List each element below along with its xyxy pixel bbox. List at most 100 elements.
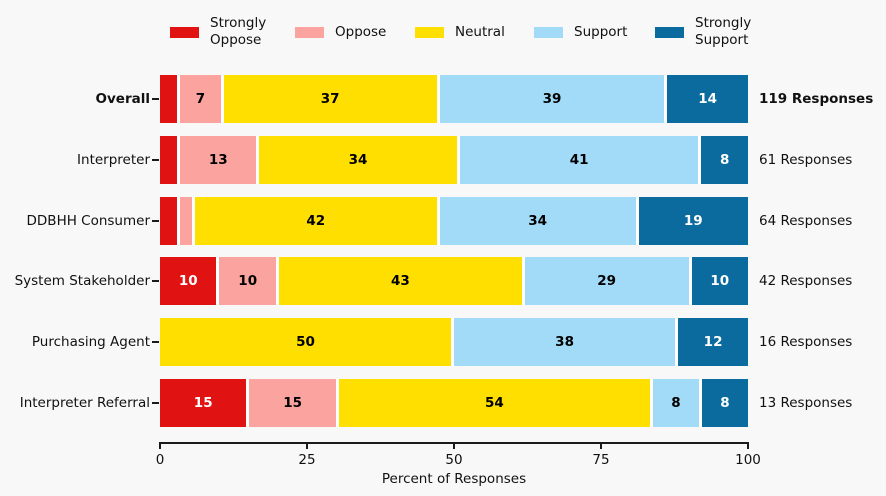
segment-strongly-support: 10	[688, 257, 748, 305]
chart-row: Interpreter 13 34 41 8 61 Responses	[0, 136, 886, 184]
segment-support: 41	[456, 136, 699, 184]
segment-value-label: 15	[193, 395, 213, 411]
segment-value-label: 7	[195, 91, 206, 107]
category-label: Purchasing Agent	[31, 334, 150, 350]
legend-label: Support	[574, 23, 628, 40]
x-tick-mark	[306, 442, 308, 449]
category-label: Overall	[95, 91, 150, 107]
segment-support: 8	[649, 379, 699, 427]
category-label: Interpreter	[77, 152, 150, 168]
category-label: Interpreter Referral	[19, 395, 150, 411]
segment-strongly-support: 19	[635, 197, 748, 245]
legend-label: Neutral	[455, 23, 505, 40]
x-tick-label: 25	[298, 452, 316, 468]
segment-value-label: 42	[306, 213, 326, 229]
x-tick-label: 75	[592, 452, 610, 468]
chart-row: DDBHH Consumer 42 34 19 64 Responses	[0, 197, 886, 245]
stacked-bar: 7 37 39 14	[160, 75, 748, 123]
stacked-bar: 50 38 12	[160, 318, 748, 366]
segment-value-label: 54	[484, 395, 504, 411]
legend-label: Strongly Support	[695, 15, 752, 48]
x-tick-mark	[453, 442, 455, 449]
chart-row: Overall 7 37 39 14 119 Responses	[0, 75, 886, 123]
segment-value-label: 8	[720, 152, 730, 168]
segment-support: 29	[521, 257, 689, 305]
chart-row: Purchasing Agent 50 38 12 16 Responses	[0, 318, 886, 366]
responses-count-label: 64 Responses	[759, 213, 853, 229]
chart-row: System Stakeholder 10 10 43 29 10 42 Responses	[0, 257, 886, 305]
y-tick-mark	[152, 98, 159, 100]
y-tick-mark	[152, 220, 159, 222]
segment-value-label: 39	[542, 91, 562, 107]
segment-neutral: 43	[275, 257, 522, 305]
segment-value-label: 13	[208, 152, 228, 168]
y-tick-mark	[152, 402, 159, 404]
segment-strongly-support: 8	[698, 379, 749, 427]
responses-count-label: 13 Responses	[759, 395, 853, 411]
x-tick-label: 0	[155, 452, 165, 468]
strongly-oppose-swatch-icon	[170, 26, 199, 38]
segment-oppose: 10	[216, 257, 276, 305]
segment-strongly-oppose: 10	[160, 257, 217, 305]
segment-value-label: 37	[320, 91, 340, 107]
segment-value-label: 10	[178, 273, 198, 289]
segment-value-label: 10	[238, 273, 258, 289]
segment-support: 39	[436, 75, 665, 123]
legend-item-oppose: Oppose	[295, 13, 386, 51]
segment-value-label: 14	[698, 91, 718, 107]
legend-item-strongly-support: Strongly Support	[655, 13, 751, 51]
y-tick-mark	[152, 159, 159, 161]
legend-label: Oppose	[335, 23, 387, 40]
oppose-swatch-icon	[295, 26, 324, 38]
segment-neutral: 34	[256, 136, 457, 184]
legend-item-strongly-oppose: Strongly Oppose	[170, 13, 266, 51]
legend-label: Strongly Oppose	[210, 15, 267, 48]
stacked-bar: 13 34 41 8	[160, 136, 748, 184]
responses-count-label: 61 Responses	[759, 152, 853, 168]
segment-neutral: 54	[335, 379, 650, 427]
segment-oppose	[177, 197, 192, 245]
support-swatch-icon	[534, 26, 563, 38]
segment-strongly-oppose	[160, 136, 178, 184]
stacked-bar: 10 10 43 29 10	[160, 257, 748, 305]
segment-strongly-oppose	[160, 197, 178, 245]
segment-support: 38	[451, 318, 676, 366]
segment-value-label: 12	[703, 334, 723, 350]
neutral-swatch-icon	[415, 26, 444, 38]
responses-count-label: 119 Responses	[759, 91, 874, 107]
segment-neutral: 42	[191, 197, 437, 245]
x-axis-title: Percent of Responses	[381, 471, 527, 487]
stacked-bar: 42 34 19	[160, 197, 748, 245]
x-tick-mark	[747, 442, 749, 449]
segment-oppose: 15	[246, 379, 336, 427]
segment-value-label: 8	[671, 395, 681, 411]
segment-value-label: 8	[720, 395, 730, 411]
segment-strongly-support: 8	[698, 136, 748, 184]
responses-count-label: 42 Responses	[759, 273, 853, 289]
category-label: System Stakeholder	[14, 273, 150, 289]
y-tick-mark	[152, 341, 159, 343]
x-tick-label: 50	[445, 452, 463, 468]
segment-value-label: 50	[296, 334, 315, 350]
segment-value-label: 34	[528, 213, 548, 229]
segment-support: 34	[436, 197, 636, 245]
segment-strongly-support: 14	[664, 75, 748, 123]
segment-value-label: 43	[390, 273, 410, 289]
responses-count-label: 16 Responses	[759, 334, 853, 350]
legend-item-neutral: Neutral	[415, 13, 505, 51]
segment-strongly-oppose: 15	[160, 379, 247, 427]
x-tick-mark	[159, 442, 161, 449]
segment-value-label: 10	[710, 273, 730, 289]
stacked-bar: 15 15 54 8 8	[160, 379, 749, 427]
segment-oppose: 13	[177, 136, 257, 184]
segment-strongly-oppose	[160, 75, 178, 123]
segment-value-label: 38	[555, 334, 574, 350]
segment-value-label: 19	[683, 213, 703, 229]
segment-value-label: 34	[348, 152, 368, 168]
y-tick-mark	[152, 280, 159, 282]
segment-oppose: 7	[177, 75, 221, 123]
segment-neutral: 50	[160, 318, 451, 366]
segment-value-label: 41	[569, 152, 589, 168]
segment-value-label: 29	[597, 273, 617, 289]
